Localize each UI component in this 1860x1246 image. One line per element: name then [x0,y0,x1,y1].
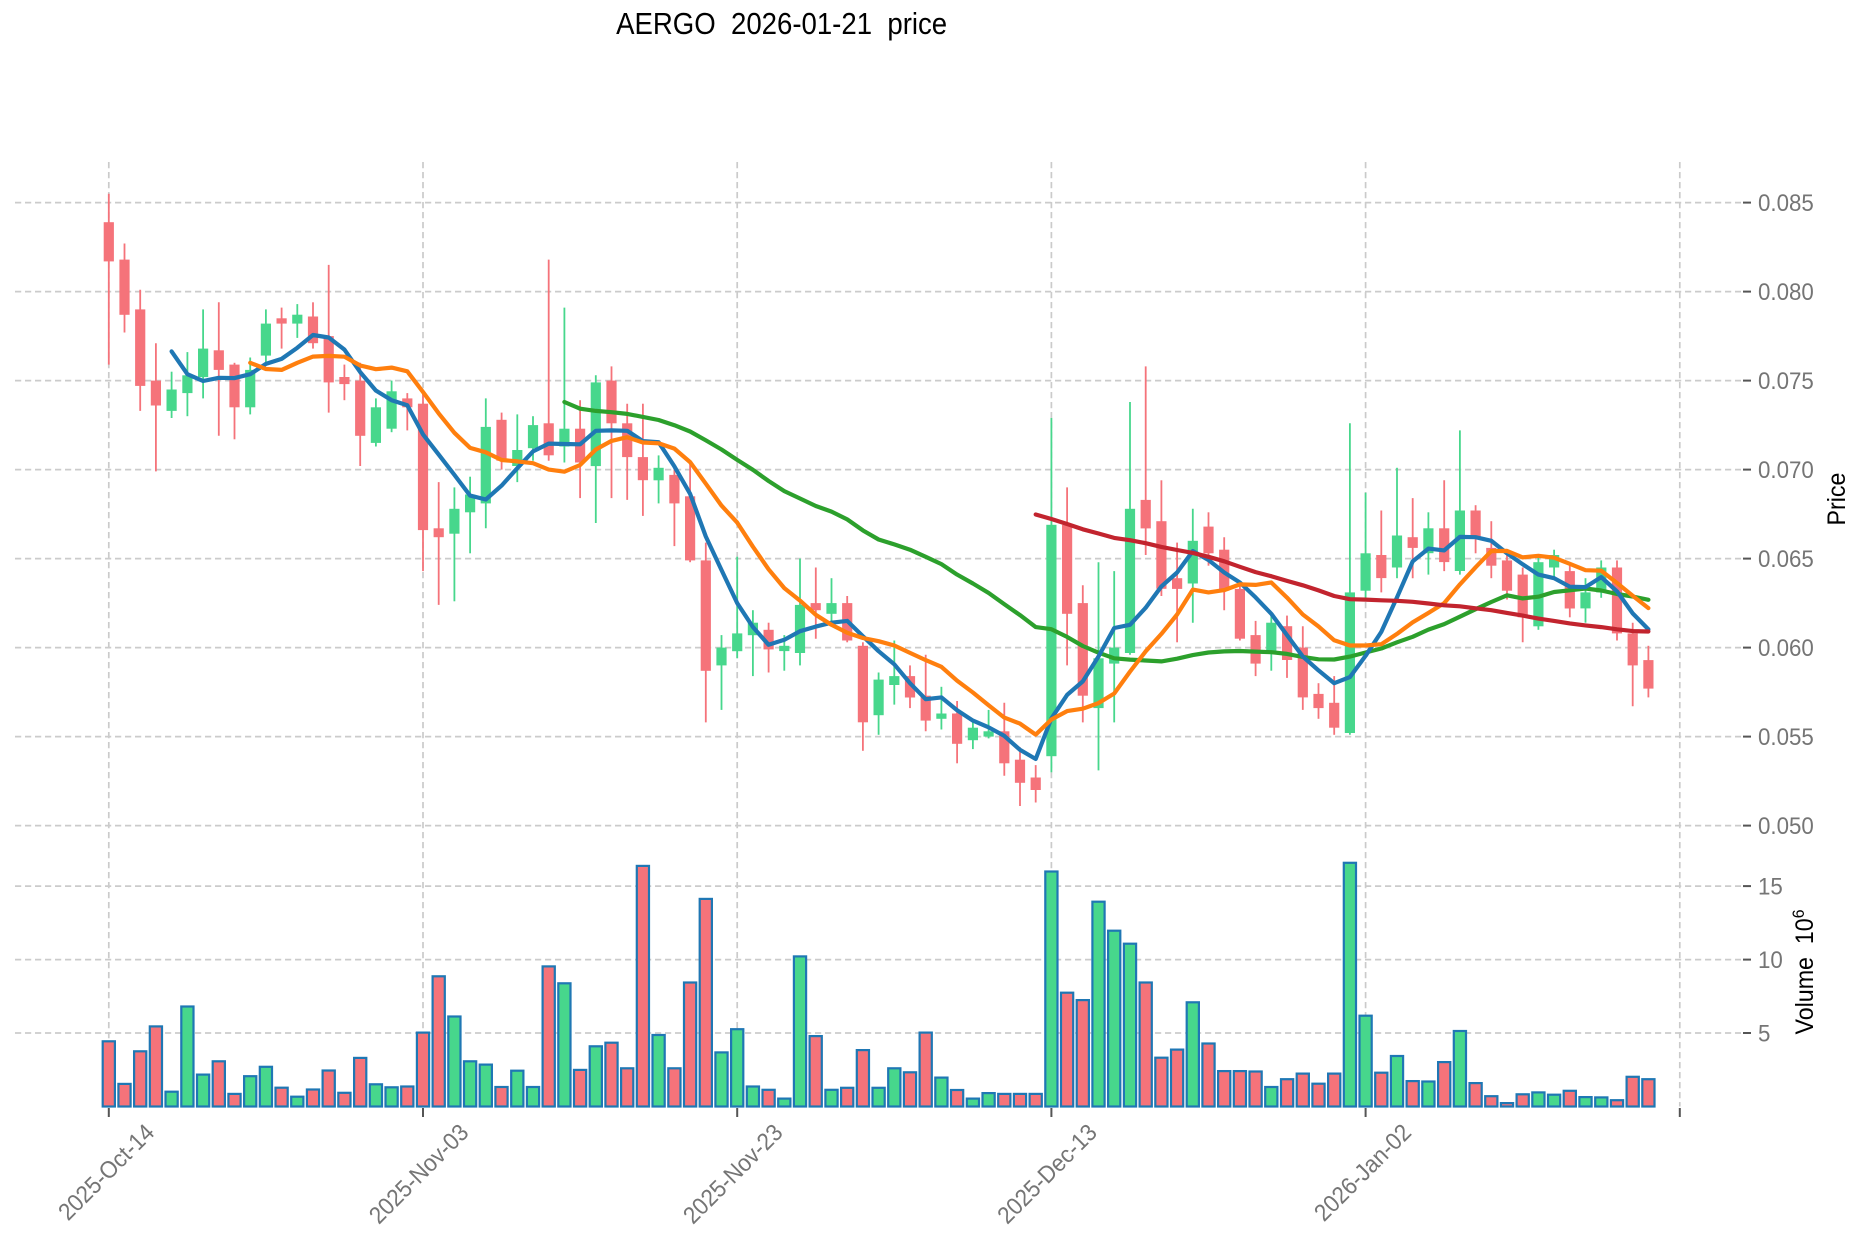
svg-text:0.070: 0.070 [1758,456,1814,483]
svg-text:0.085: 0.085 [1758,189,1814,216]
svg-text:10: 10 [1758,946,1783,973]
svg-text:5: 5 [1758,1020,1770,1047]
svg-text:0.080: 0.080 [1758,278,1814,305]
svg-text:Price: Price [1823,473,1851,526]
svg-text:0.065: 0.065 [1758,545,1814,572]
svg-text:0.050: 0.050 [1758,812,1814,839]
svg-text:0.055: 0.055 [1758,723,1814,750]
svg-text:15: 15 [1758,873,1783,900]
svg-text:0.075: 0.075 [1758,367,1814,394]
svg-text:Volume 106: Volume 106 [1790,909,1820,1034]
svg-text:AERGO 2026-01-21 price: AERGO 2026-01-21 price [616,7,947,42]
svg-text:0.060: 0.060 [1758,634,1814,661]
